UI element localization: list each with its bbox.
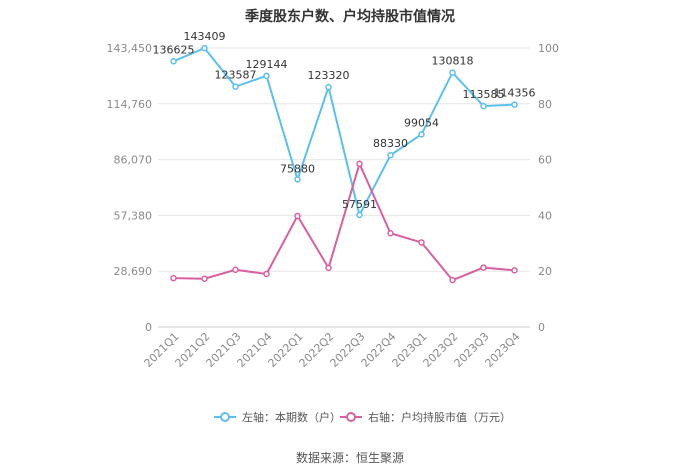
source-note: 数据来源：恒生聚源: [295, 451, 404, 465]
data-label: 143409: [184, 30, 226, 43]
left-tick-label: 86,070: [114, 154, 153, 167]
data-label: 113585: [463, 88, 505, 101]
left-tick-label: 0: [145, 321, 152, 334]
data-label: 136625: [153, 43, 195, 56]
holders-point: [325, 83, 332, 91]
holders-point: [294, 176, 301, 183]
holders-point: [170, 58, 177, 65]
holders-point: [511, 101, 518, 108]
data-label: 130818: [432, 55, 474, 68]
right-tick-label: 100: [538, 42, 559, 55]
series: [170, 44, 518, 284]
holders-point: [418, 131, 425, 138]
right-tick-label: 60: [538, 154, 552, 167]
data-label: 57591: [342, 198, 377, 211]
holders-point: [449, 69, 456, 76]
holders-point: [356, 211, 363, 219]
holders-point: [232, 83, 239, 90]
value-point: [418, 239, 425, 246]
right-tick-label: 40: [538, 209, 552, 222]
holders-line: [173, 46, 515, 218]
left-tick-label: 114,760: [107, 98, 153, 111]
value-point: [170, 274, 177, 282]
legend-label: 右轴：户均持股市值（万元）: [368, 410, 511, 424]
legend-label: 左轴：本期数（户）: [242, 410, 341, 424]
value-point: [201, 275, 208, 282]
left-tick-label: 143,450: [107, 42, 153, 55]
data-label: 114356: [494, 87, 536, 100]
holders-point: [263, 72, 270, 80]
value-point: [263, 270, 270, 278]
value-point: [387, 230, 394, 237]
data-label: 99054: [404, 116, 439, 129]
holders-point: [480, 102, 487, 110]
legend: 左轴：本期数（户） 右轴：户均持股市值（万元）: [214, 410, 511, 424]
chart-title: 季度股东户数、户均持股市值情况: [245, 9, 455, 25]
data-label: 129144: [246, 58, 288, 71]
legend-swatch-marker: [346, 412, 356, 422]
data-label: 123587: [215, 69, 257, 82]
x-tick-label: 2023Q4: [483, 330, 523, 370]
value-point: [480, 264, 487, 271]
legend-swatch-marker: [220, 412, 230, 422]
right-tick-label: 0: [538, 321, 545, 334]
value-point: [356, 160, 363, 168]
holders-point: [387, 151, 394, 159]
left-tick-label: 57,380: [114, 209, 153, 222]
left-tick-label: 28,690: [114, 265, 153, 278]
data-label: 88330: [373, 137, 408, 150]
right-tick-label: 80: [538, 98, 552, 111]
value-point: [294, 212, 301, 220]
right-tick-label: 20: [538, 265, 552, 278]
data-label: 123320: [308, 69, 350, 82]
holders-point: [201, 44, 208, 52]
value-line: [173, 160, 515, 282]
data-label: 75880: [280, 162, 315, 175]
value-point: [232, 266, 239, 274]
value-point: [511, 267, 518, 274]
value-point: [325, 264, 332, 272]
value-point: [449, 276, 456, 284]
